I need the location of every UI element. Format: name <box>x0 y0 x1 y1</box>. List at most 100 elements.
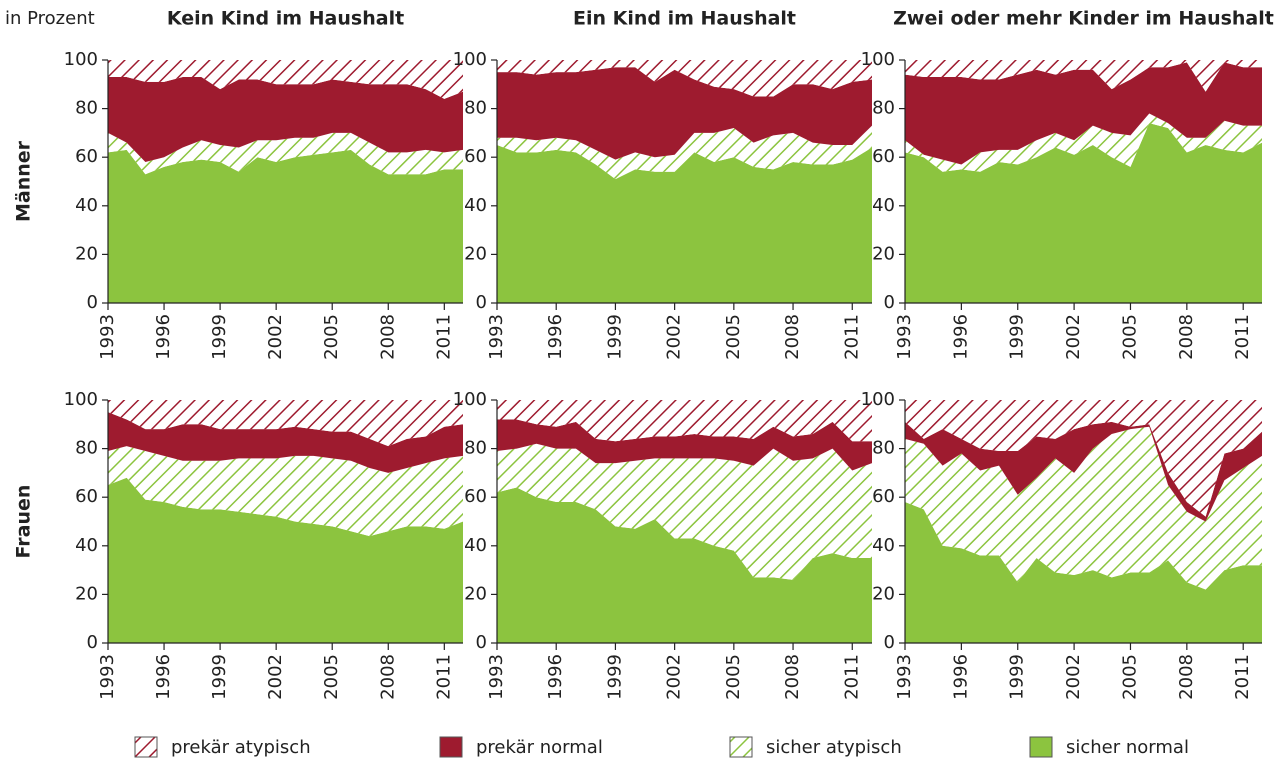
y-tick-label: 20 <box>872 583 895 604</box>
x-tick-label: 2005 <box>1119 654 1140 700</box>
x-tick-label: 1999 <box>209 314 230 360</box>
x-tick-label: 2008 <box>377 654 398 700</box>
row-label: Frauen <box>13 485 35 559</box>
y-axis-label: in Prozent <box>5 8 95 29</box>
area <box>905 502 1262 643</box>
x-tick-label: 2008 <box>1176 654 1197 700</box>
legend-swatch <box>1029 736 1053 758</box>
area <box>905 421 1262 522</box>
legend-label: prekär atypisch <box>171 737 311 758</box>
area <box>108 149 463 303</box>
y-tick-label: 60 <box>872 486 895 507</box>
x-tick-label: 2008 <box>377 314 398 360</box>
area <box>905 123 1262 304</box>
y-tick-label: 60 <box>75 486 98 507</box>
area <box>108 446 463 537</box>
area <box>497 487 872 643</box>
x-tick-label: 1996 <box>545 314 566 360</box>
y-tick-label: 20 <box>75 243 98 264</box>
area <box>497 400 872 442</box>
x-tick-label: 2011 <box>1232 314 1253 360</box>
y-tick-label: 0 <box>87 292 98 313</box>
y-tick-label: 100 <box>453 49 487 70</box>
area <box>108 77 463 163</box>
y-tick-label: 100 <box>861 49 895 70</box>
legend-label: prekär normal <box>476 737 603 758</box>
y-tick-label: 40 <box>464 535 487 556</box>
x-tick-label: 1999 <box>209 654 230 700</box>
y-tick-label: 60 <box>872 146 895 167</box>
x-tick-label: 1993 <box>486 314 507 360</box>
x-tick-label: 2002 <box>1063 654 1084 700</box>
area <box>108 400 463 447</box>
y-tick-label: 40 <box>872 535 895 556</box>
x-tick-label: 1999 <box>604 314 625 360</box>
y-tick-label: 60 <box>464 486 487 507</box>
x-tick-label: 2005 <box>723 314 744 360</box>
legend-label: sicher atypisch <box>766 737 902 758</box>
area <box>905 426 1262 590</box>
area <box>108 132 463 175</box>
x-tick-label: 2008 <box>782 654 803 700</box>
y-tick-label: 20 <box>464 583 487 604</box>
x-tick-label: 2002 <box>1063 314 1084 360</box>
x-tick-label: 1993 <box>97 654 118 700</box>
legend-swatch <box>439 736 463 758</box>
y-tick-label: 0 <box>884 292 895 313</box>
area <box>497 60 872 97</box>
y-tick-label: 80 <box>464 98 487 119</box>
x-tick-label: 1993 <box>97 314 118 360</box>
area <box>108 60 463 99</box>
y-tick-label: 80 <box>872 98 895 119</box>
y-tick-label: 0 <box>87 632 98 653</box>
legend-swatch <box>134 736 158 758</box>
area <box>497 125 872 180</box>
y-tick-label: 100 <box>64 389 98 410</box>
area <box>108 412 463 473</box>
area <box>497 145 872 303</box>
y-tick-label: 80 <box>464 438 487 459</box>
x-tick-label: 2005 <box>321 654 342 700</box>
x-tick-label: 1996 <box>950 654 971 700</box>
y-tick-label: 40 <box>75 195 98 216</box>
y-tick-label: 0 <box>476 292 487 313</box>
x-tick-label: 1993 <box>894 314 915 360</box>
y-tick-label: 20 <box>464 243 487 264</box>
x-tick-label: 1996 <box>153 654 174 700</box>
x-tick-label: 1999 <box>604 654 625 700</box>
area <box>108 477 463 643</box>
x-tick-label: 1999 <box>1007 314 1028 360</box>
y-tick-label: 80 <box>75 438 98 459</box>
x-tick-label: 2002 <box>265 314 286 360</box>
x-tick-label: 2005 <box>321 314 342 360</box>
y-tick-label: 100 <box>861 389 895 410</box>
y-tick-label: 0 <box>476 632 487 653</box>
y-tick-label: 20 <box>75 583 98 604</box>
x-tick-label: 1999 <box>1007 654 1028 700</box>
x-tick-label: 2002 <box>664 654 685 700</box>
legend-label: sicher normal <box>1066 737 1189 758</box>
area <box>497 443 872 580</box>
area <box>905 62 1262 165</box>
y-tick-label: 80 <box>872 438 895 459</box>
panel-title: Zwei oder mehr Kinder im Haushalt <box>893 8 1274 30</box>
y-tick-label: 100 <box>64 49 98 70</box>
y-tick-label: 0 <box>884 632 895 653</box>
x-tick-label: 2008 <box>782 314 803 360</box>
x-tick-label: 2011 <box>841 654 862 700</box>
panel-title: Kein Kind im Haushalt <box>167 8 404 30</box>
x-tick-label: 2011 <box>1232 654 1253 700</box>
panel-title: Ein Kind im Haushalt <box>573 8 796 30</box>
x-tick-label: 2011 <box>433 314 454 360</box>
x-tick-label: 2005 <box>723 654 744 700</box>
x-tick-label: 2002 <box>265 654 286 700</box>
x-tick-label: 1996 <box>153 314 174 360</box>
row-label: Männer <box>13 140 35 222</box>
area <box>905 113 1262 172</box>
y-tick-label: 40 <box>464 195 487 216</box>
area <box>497 67 872 160</box>
y-tick-label: 60 <box>464 146 487 167</box>
x-tick-label: 1993 <box>486 654 507 700</box>
y-tick-label: 60 <box>75 146 98 167</box>
